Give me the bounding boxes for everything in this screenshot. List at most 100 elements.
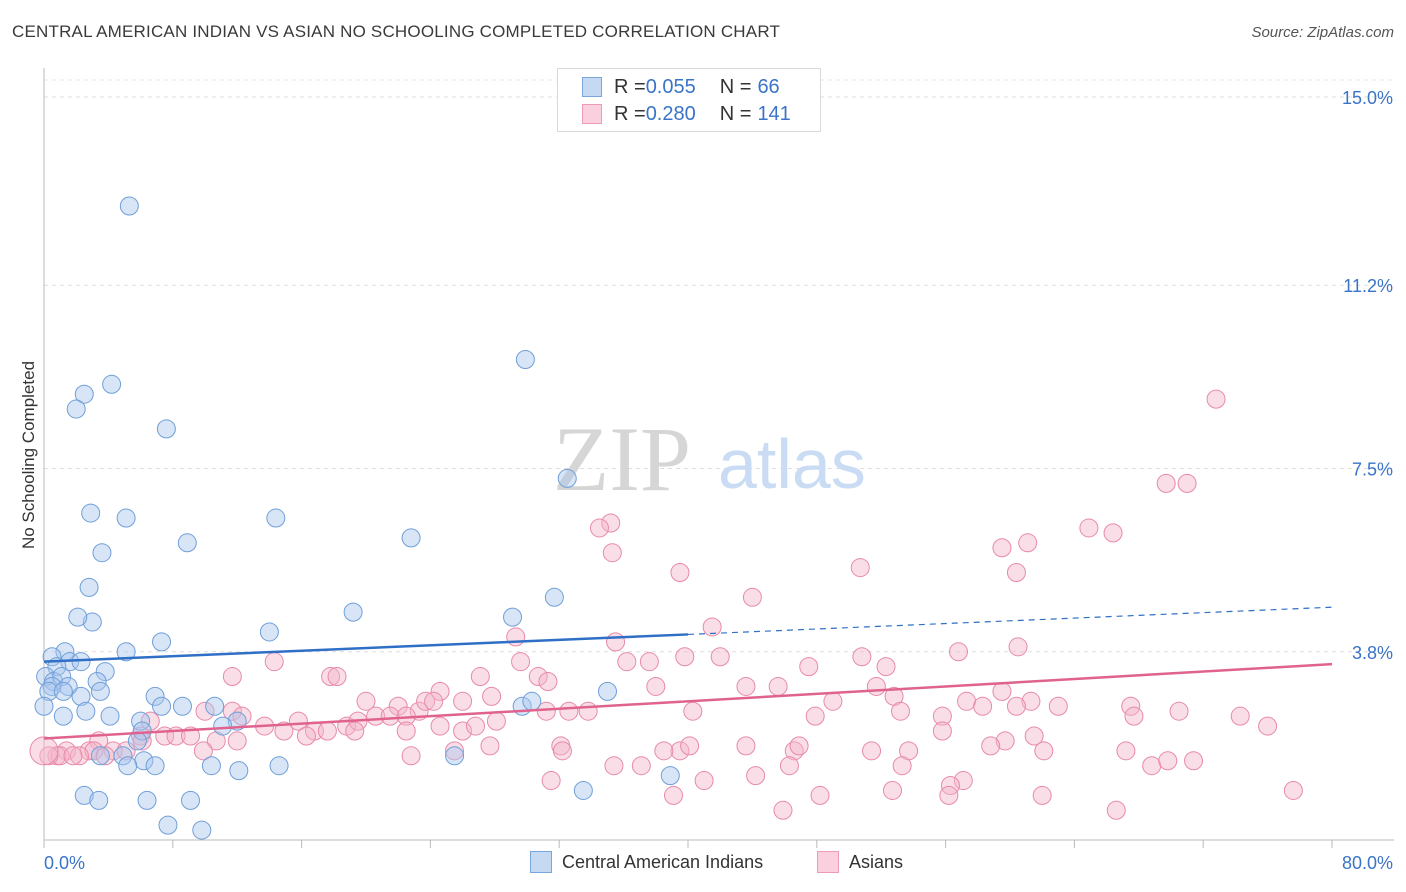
data-point [1079, 518, 1099, 538]
trend-line-extension [687, 606, 1333, 636]
data-point [66, 399, 86, 419]
data-point [445, 741, 465, 761]
r-value: 0.280 [645, 102, 696, 125]
data-point [74, 384, 94, 404]
data-point [1008, 637, 1028, 657]
data-point [486, 711, 506, 731]
data-point [511, 652, 531, 672]
data-point [891, 701, 911, 721]
data-point [424, 691, 444, 711]
data-point [95, 662, 115, 682]
data-point [195, 701, 215, 721]
n-value: 141 [757, 102, 791, 125]
data-point [193, 741, 213, 761]
data-point [932, 721, 952, 741]
x-tick-label: 80.0% [1342, 853, 1393, 873]
data-point [522, 691, 542, 711]
data-point [866, 676, 886, 696]
data-point [694, 771, 714, 791]
data-point [799, 657, 819, 677]
data-point [559, 701, 579, 721]
data-point [1283, 780, 1303, 800]
data-point [102, 374, 122, 394]
chart-title: CENTRAL AMERICAN INDIAN VS ASIAN NO SCHO… [12, 22, 781, 41]
data-point [266, 508, 286, 528]
r-label: R = [614, 75, 646, 98]
data-point [74, 785, 94, 805]
y-tick-label: 11.2% [1343, 276, 1393, 296]
data-point [118, 756, 138, 776]
data-point [683, 701, 703, 721]
data-point [259, 622, 279, 642]
data-point [42, 676, 62, 696]
data-point [264, 652, 284, 672]
data-point [892, 756, 912, 776]
source-label: Source: ZipAtlas.com [1251, 24, 1394, 41]
data-point [76, 701, 96, 721]
data-point [742, 587, 762, 607]
data-point [156, 419, 176, 439]
x-tick-label: 0.0% [44, 853, 85, 873]
data-point [805, 706, 825, 726]
data-point [598, 681, 617, 701]
data-point [1106, 800, 1126, 820]
data-point [646, 676, 666, 696]
data-point [810, 785, 830, 805]
data-point [589, 518, 609, 538]
data-point [388, 696, 408, 716]
legend-swatch-blue [582, 77, 602, 97]
data-point [52, 667, 72, 687]
data-point [90, 681, 110, 701]
data-point [63, 746, 83, 766]
data-point [702, 617, 722, 637]
data-point [356, 691, 376, 711]
data-point [779, 756, 799, 776]
n-label: N = [719, 102, 752, 125]
data-point [670, 563, 690, 583]
data-point [71, 652, 91, 672]
data-point [862, 741, 882, 761]
stats-legend: R = 0.055 N = 66 R = 0.280 N = 141 [557, 68, 821, 132]
data-point [465, 716, 485, 736]
data-point [445, 746, 465, 766]
stats-row-asians: R = 0.280 N = 141 [582, 102, 791, 126]
data-point [158, 815, 178, 835]
data-point [1032, 785, 1052, 805]
stats-row-central-american-indians: R = 0.055 N = 66 [582, 75, 780, 99]
data-point [152, 632, 172, 652]
data-point [227, 711, 247, 731]
data-point [152, 696, 172, 716]
data-point [1230, 706, 1250, 726]
data-point [557, 468, 577, 488]
data-point [89, 790, 109, 810]
y-tick-label: 7.5% [1352, 460, 1393, 480]
data-point [1142, 756, 1162, 776]
data-point [601, 513, 621, 533]
data-point [1258, 716, 1278, 736]
data-point [116, 508, 136, 528]
data-point [453, 691, 473, 711]
data-point [953, 771, 973, 791]
data-point [69, 746, 89, 766]
data-point [973, 696, 993, 716]
data-point [852, 647, 872, 667]
data-point [145, 756, 165, 776]
data-point [317, 721, 337, 741]
data-point [274, 721, 294, 741]
data-point [343, 602, 363, 622]
data-point [205, 696, 225, 716]
trend-line [43, 662, 1333, 740]
data-point [1124, 706, 1144, 726]
data-point [736, 736, 756, 756]
data-point [1156, 473, 1176, 493]
data-point [680, 736, 700, 756]
data-point [296, 726, 316, 746]
data-point [1006, 563, 1026, 583]
data-point [552, 741, 572, 761]
data-point [453, 721, 473, 741]
data-point [140, 711, 160, 731]
data-point [100, 706, 120, 726]
data-point [227, 731, 247, 751]
data-point [53, 706, 73, 726]
data-point [288, 711, 308, 731]
